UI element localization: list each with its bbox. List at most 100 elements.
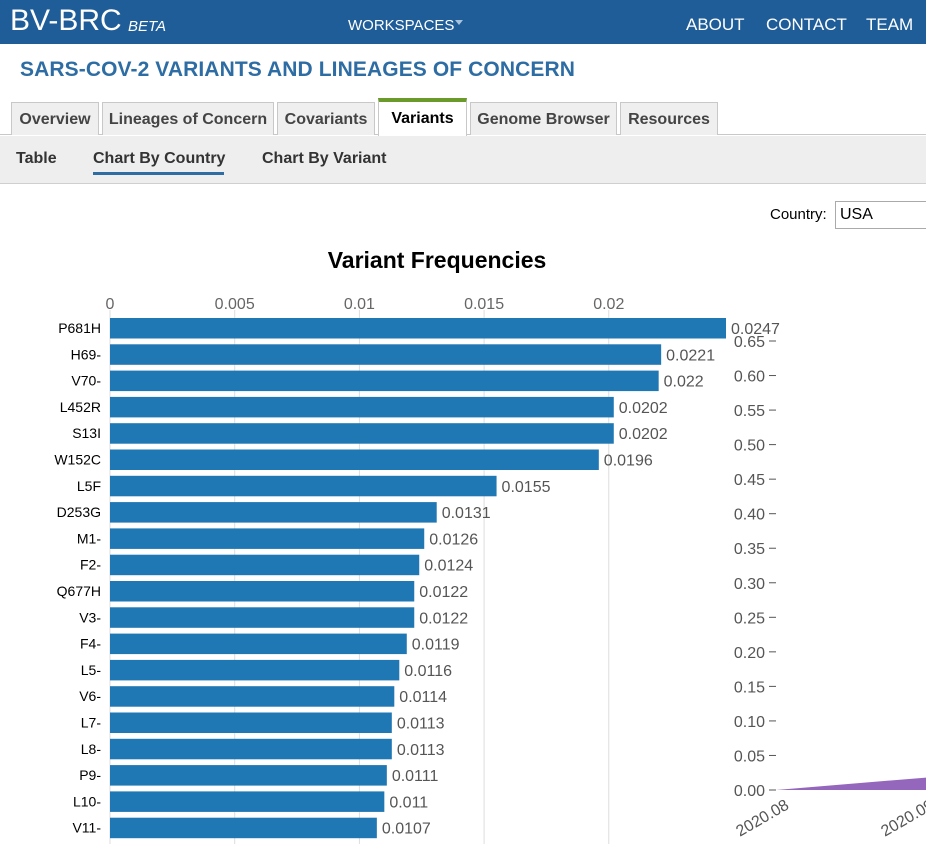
chevron-down-icon[interactable] xyxy=(455,20,463,25)
category-label: L8- xyxy=(81,741,102,757)
bar xyxy=(110,528,425,549)
bar xyxy=(110,633,407,655)
category-label: M1- xyxy=(77,530,101,546)
bar xyxy=(110,344,662,365)
tab-genome-browser[interactable]: Genome Browser xyxy=(470,102,617,135)
y-tick-label: 0.45 xyxy=(734,472,765,489)
data-label: 0.0116 xyxy=(404,663,452,680)
bar xyxy=(110,554,420,576)
category-label: H69- xyxy=(71,346,102,362)
bar-chart-x-axis: 0 0.005 0.01 0.015 0.02 xyxy=(106,296,625,313)
active-subtab-indicator xyxy=(93,172,224,175)
data-label: 0.0155 xyxy=(502,479,551,496)
data-label: 0.0122 xyxy=(419,610,468,627)
page-title: SARS-COV-2 VARIANTS AND LINEAGES OF CONC… xyxy=(20,58,576,81)
data-label: 0.0126 xyxy=(429,531,478,548)
chart-title: Variant Frequencies xyxy=(328,247,547,273)
bar xyxy=(110,449,599,470)
data-label: 0.0122 xyxy=(419,584,468,601)
y-tick-label: 0.40 xyxy=(734,507,765,524)
data-label: 0.0221 xyxy=(666,347,715,364)
bar xyxy=(110,370,659,392)
y-tick-label: 0.55 xyxy=(734,403,765,420)
data-label: 0.0247 xyxy=(731,321,780,338)
bar xyxy=(110,686,395,707)
x-tick-label: 0 xyxy=(106,296,115,313)
area-chart-y-axis: 0.00 0.05 0.10 0.15 0.20 0.25 0.30 0.35 0.40 0.45… xyxy=(733,334,926,840)
variant-frequencies-chart: Variant Frequencies 0 0.005 0.01 0.015 0.02 … xyxy=(54,247,926,844)
y-tick-label: 0.60 xyxy=(734,369,765,386)
category-label: P9- xyxy=(79,767,101,783)
category-label: V70- xyxy=(71,373,101,389)
tab-resources[interactable]: Resources xyxy=(620,102,718,135)
category-label: L5F xyxy=(77,478,101,494)
bar xyxy=(110,423,614,444)
data-label: 0.0196 xyxy=(604,453,653,470)
y-tick-label: 0.20 xyxy=(734,645,765,662)
data-label: 0.0131 xyxy=(442,505,491,522)
category-label: P681H xyxy=(58,320,101,336)
x-tick-label: 0.02 xyxy=(593,296,624,313)
data-label: 0.0107 xyxy=(382,821,431,838)
category-label: W152C xyxy=(54,452,101,468)
top-navigation-bar: BV-BRC BETA WORKSPACES ABOUT CONTACT TEA… xyxy=(0,0,926,44)
data-label: 0.0202 xyxy=(619,426,668,443)
data-label: 0.0119 xyxy=(412,637,460,654)
y-tick-label: 0.00 xyxy=(734,783,765,800)
tab-variants[interactable]: Variants xyxy=(378,98,467,136)
category-label: L5- xyxy=(81,662,102,678)
bar xyxy=(110,659,400,681)
bar xyxy=(110,581,415,602)
category-label: F2- xyxy=(80,557,101,573)
category-label: S13I xyxy=(72,425,101,441)
x-tick-label: 0.015 xyxy=(464,296,504,313)
bar xyxy=(110,765,387,786)
data-label: 0.0114 xyxy=(399,689,447,706)
data-label: 0.022 xyxy=(664,374,704,391)
bar xyxy=(110,817,377,839)
bar xyxy=(110,502,437,523)
x-tick-label: 0.01 xyxy=(344,296,375,313)
bar xyxy=(110,607,415,628)
area-chart-series xyxy=(776,777,926,790)
bar-chart-bars: P681H 0.0247 H69- 0.0221 V70- 0.022 L452R 0.020… xyxy=(54,318,780,839)
nav-team[interactable]: TEAM xyxy=(866,15,914,34)
category-label: V6- xyxy=(79,688,101,704)
category-label: Q677H xyxy=(57,583,101,599)
brand-logo[interactable]: BV-BRC xyxy=(10,4,122,37)
data-label: 0.0202 xyxy=(619,400,668,417)
data-label: 0.011 xyxy=(389,794,428,811)
subtab-chart-by-variant[interactable]: Chart By Variant xyxy=(262,150,387,167)
nav-contact[interactable]: CONTACT xyxy=(766,15,847,34)
y-tick-label: 0.30 xyxy=(734,576,765,593)
tab-lineages-of-concern[interactable]: Lineages of Concern xyxy=(102,102,274,135)
tab-overview[interactable]: Overview xyxy=(11,102,99,135)
category-label: F4- xyxy=(80,636,101,652)
tab-covariants[interactable]: Covariants xyxy=(277,102,375,135)
data-label: 0.0113 xyxy=(397,742,445,759)
beta-badge: BETA xyxy=(128,18,167,35)
data-label: 0.0111 xyxy=(392,768,439,785)
country-select[interactable]: USA xyxy=(835,201,926,229)
data-label: 0.0124 xyxy=(424,558,473,575)
y-tick-label: 0.35 xyxy=(734,541,765,558)
y-tick-label: 0.15 xyxy=(734,679,765,696)
category-label: L10- xyxy=(73,793,101,809)
x-tick-label: 2020.08 xyxy=(733,797,792,841)
bar xyxy=(110,475,497,497)
subtab-table[interactable]: Table xyxy=(16,150,57,167)
y-tick-label: 0.10 xyxy=(734,714,765,731)
bar xyxy=(110,791,385,812)
nav-about[interactable]: ABOUT xyxy=(686,15,745,34)
bar xyxy=(110,396,614,418)
category-label: V3- xyxy=(79,609,101,625)
category-label: D253G xyxy=(57,504,101,520)
bar xyxy=(110,318,726,339)
country-label: Country: xyxy=(770,206,827,223)
bar xyxy=(110,738,392,760)
x-tick-label: 2020.09 xyxy=(878,797,926,841)
area-series xyxy=(776,777,926,790)
y-tick-label: 0.25 xyxy=(734,610,765,627)
workspaces-menu[interactable]: WORKSPACES xyxy=(348,17,455,34)
subtab-chart-by-country[interactable]: Chart By Country xyxy=(93,150,226,167)
